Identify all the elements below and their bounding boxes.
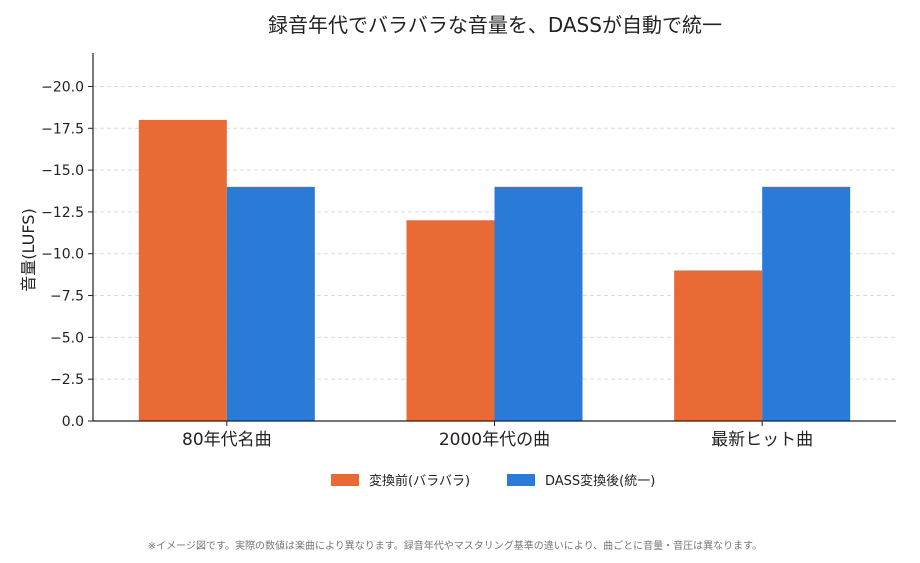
x-tick-label: 80年代名曲: [182, 430, 272, 450]
x-tick-label: 最新ヒット曲: [711, 430, 813, 450]
legend-label: 変換前(バラバラ): [369, 473, 470, 489]
y-tick-label: −10.0: [41, 247, 84, 263]
y-tick-label: −7.5: [50, 289, 84, 305]
legend-swatch: [507, 474, 535, 486]
legend-swatch: [331, 474, 359, 486]
bar-after: [762, 186, 851, 421]
bar-before: [138, 119, 227, 421]
y-tick-label: −5.0: [50, 330, 84, 346]
y-tick-label: −15.0: [41, 163, 84, 179]
footnote: ※イメージ図です。実際の数値は楽曲により異なります。録音年代やマスタリング基準の…: [148, 539, 762, 552]
y-tick-label: −17.5: [41, 121, 84, 137]
y-axis-label: 音量(LUFS): [19, 208, 38, 291]
legend: 変換前(バラバラ) DASS変換後(統一): [331, 473, 655, 489]
bar-after: [226, 186, 315, 421]
y-ticks: 0.0 −2.5 −5.0 −7.5 −10.0 −12.5 −15.0 −17.5 −20.0: [41, 79, 93, 430]
y-tick-label: 0.0: [62, 414, 84, 430]
y-tick-label: −2.5: [50, 372, 84, 388]
bars: [138, 119, 851, 421]
bar-before: [674, 270, 763, 421]
x-tick-label: 2000年代の曲: [439, 430, 550, 450]
bar-before: [406, 220, 495, 421]
y-tick-label: −20.0: [41, 79, 84, 95]
x-ticks: 80年代名曲 2000年代の曲 最新ヒット曲: [182, 421, 813, 450]
legend-label: DASS変換後(統一): [545, 473, 655, 489]
y-tick-label: −12.5: [41, 205, 84, 221]
bar-after: [494, 186, 583, 421]
chart-title: 録音年代でバラバラな音量を、DASSが自動で統一: [268, 13, 722, 37]
